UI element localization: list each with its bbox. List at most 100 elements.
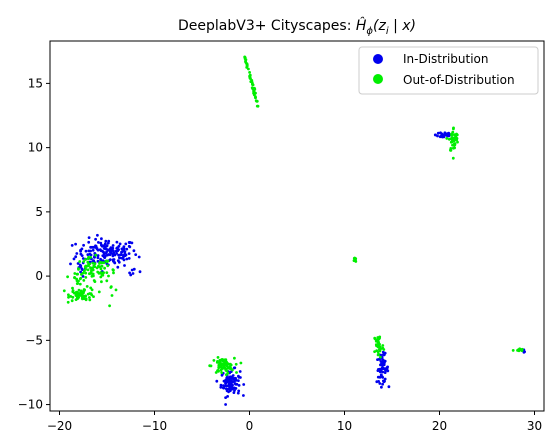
series-in-distribution bbox=[69, 131, 526, 406]
data-point bbox=[233, 366, 236, 369]
data-point bbox=[90, 294, 93, 297]
data-point bbox=[63, 289, 66, 292]
data-point bbox=[230, 364, 233, 367]
data-point bbox=[90, 246, 93, 249]
data-point bbox=[255, 100, 258, 103]
data-point bbox=[105, 271, 108, 274]
legend: In-Distribution Out-of-Distribution bbox=[359, 47, 538, 94]
data-point bbox=[219, 361, 222, 364]
data-point bbox=[87, 293, 90, 296]
data-point bbox=[112, 244, 115, 247]
data-point bbox=[377, 354, 380, 357]
data-point bbox=[519, 348, 522, 351]
x-tick-label: 20 bbox=[432, 419, 447, 433]
data-point bbox=[242, 394, 245, 397]
data-point bbox=[90, 254, 93, 257]
data-point bbox=[222, 387, 225, 390]
data-point bbox=[451, 131, 454, 134]
data-point bbox=[90, 272, 93, 275]
data-point bbox=[380, 362, 383, 365]
title-prefix: DeeplabV3+ Cityscapes: bbox=[178, 18, 356, 34]
data-point bbox=[224, 403, 227, 406]
data-point bbox=[210, 365, 213, 368]
data-point bbox=[225, 369, 228, 372]
data-point bbox=[222, 384, 225, 387]
data-point bbox=[113, 261, 116, 264]
data-point bbox=[102, 271, 105, 274]
data-point bbox=[86, 285, 89, 288]
data-point bbox=[374, 337, 377, 340]
data-point bbox=[125, 254, 128, 257]
data-point bbox=[100, 237, 103, 240]
data-point bbox=[88, 263, 91, 266]
data-point bbox=[381, 344, 384, 347]
data-point bbox=[226, 395, 229, 398]
data-point bbox=[67, 301, 70, 304]
data-point bbox=[94, 244, 97, 247]
title-suffix-b: | x) bbox=[389, 18, 416, 34]
data-point bbox=[244, 57, 247, 60]
data-point bbox=[220, 371, 223, 374]
data-point bbox=[237, 379, 240, 382]
data-point bbox=[215, 380, 218, 383]
data-point bbox=[94, 254, 97, 257]
data-point bbox=[434, 134, 437, 137]
data-point bbox=[69, 295, 72, 298]
data-point bbox=[230, 384, 233, 387]
data-point bbox=[84, 258, 87, 261]
data-point bbox=[101, 265, 104, 268]
data-point bbox=[111, 294, 114, 297]
data-point bbox=[76, 273, 79, 276]
data-point bbox=[381, 367, 384, 370]
data-point bbox=[100, 244, 103, 247]
data-point bbox=[76, 282, 79, 285]
data-point bbox=[118, 245, 121, 248]
data-point bbox=[450, 134, 453, 137]
data-point bbox=[227, 384, 230, 387]
data-point bbox=[453, 147, 456, 150]
data-point bbox=[222, 364, 225, 367]
points-layer bbox=[63, 56, 526, 406]
data-point bbox=[80, 253, 83, 256]
data-point bbox=[377, 342, 380, 345]
data-point bbox=[235, 371, 238, 374]
y-tick-label: 0 bbox=[35, 269, 43, 283]
data-point bbox=[97, 254, 100, 257]
data-point bbox=[92, 249, 95, 252]
data-point bbox=[452, 157, 455, 160]
data-point bbox=[128, 252, 131, 255]
data-point bbox=[110, 285, 113, 288]
data-point bbox=[253, 87, 256, 90]
data-point bbox=[84, 265, 87, 268]
data-point bbox=[254, 92, 257, 95]
data-point bbox=[235, 363, 238, 366]
data-point bbox=[75, 294, 78, 297]
data-point bbox=[88, 296, 91, 299]
data-point bbox=[71, 299, 74, 302]
data-point bbox=[439, 131, 442, 134]
data-point bbox=[448, 138, 451, 141]
data-point bbox=[132, 272, 135, 275]
data-point bbox=[85, 298, 88, 301]
data-point bbox=[443, 134, 446, 137]
legend-marker-out-of-distribution bbox=[373, 74, 383, 84]
data-point bbox=[373, 350, 376, 353]
data-point bbox=[82, 244, 85, 247]
data-point bbox=[216, 361, 219, 364]
data-point bbox=[223, 361, 226, 364]
data-point bbox=[377, 376, 380, 379]
data-point bbox=[75, 252, 78, 255]
data-point bbox=[84, 272, 87, 275]
data-point bbox=[248, 71, 251, 74]
data-point bbox=[104, 240, 107, 243]
data-point bbox=[227, 366, 230, 369]
data-point bbox=[383, 380, 386, 383]
data-point bbox=[87, 256, 90, 259]
data-point bbox=[74, 255, 77, 258]
data-point bbox=[378, 348, 381, 351]
data-point bbox=[138, 256, 141, 259]
data-point bbox=[89, 266, 92, 269]
data-point bbox=[512, 349, 515, 352]
data-point bbox=[224, 382, 227, 385]
data-point bbox=[112, 272, 115, 275]
